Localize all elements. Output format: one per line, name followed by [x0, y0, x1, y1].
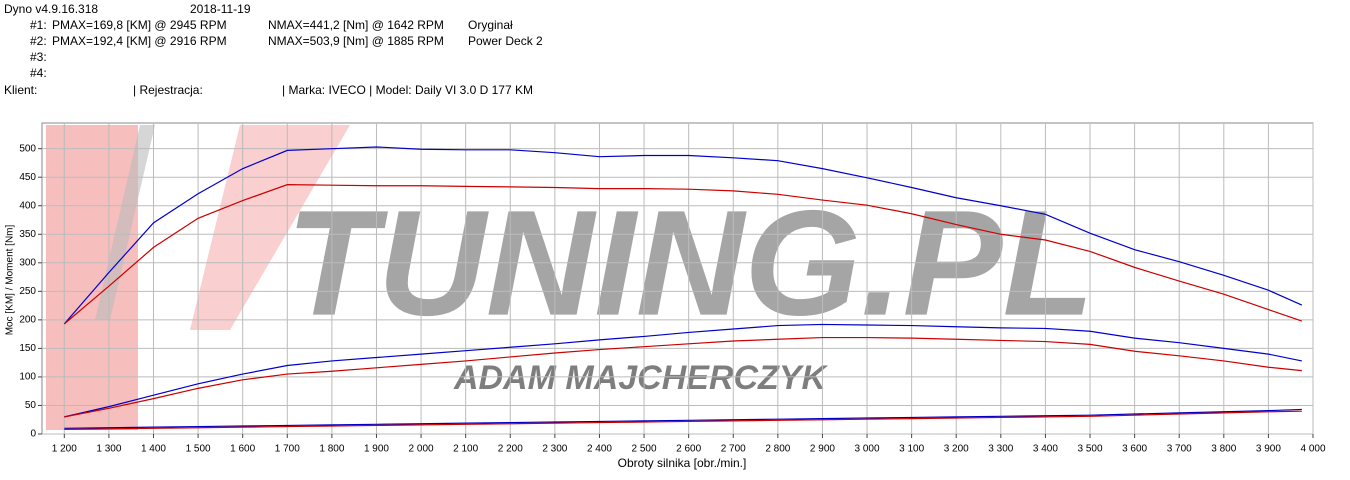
curve — [64, 336, 1302, 418]
x-tick-label: 2 600 — [676, 444, 701, 455]
run-id: #1: — [30, 18, 47, 32]
x-tick-label: 1 300 — [96, 444, 121, 455]
y-tick-label: 250 — [19, 286, 36, 297]
vehicle: | Marka: IVECO | Model: Daily VI 3.0 D 1… — [282, 83, 533, 97]
watermark-author: ADAM MAJCHERCZYK — [453, 359, 829, 397]
y-tick-label: 350 — [19, 229, 36, 240]
run-pmax: PMAX=192,4 [KM] @ 2916 RPM — [52, 34, 227, 48]
x-tick-label: 1 800 — [319, 444, 344, 455]
run-nmax: NMAX=441,2 [Nm] @ 1642 RPM — [268, 18, 444, 32]
y-tick-label: 0 — [30, 429, 36, 440]
x-tick-label: 3 600 — [1122, 444, 1147, 455]
curve — [63, 184, 1303, 325]
x-axis-title: Obroty silnika [obr./min.] — [618, 456, 747, 470]
y-tick-label: 300 — [19, 257, 36, 268]
y-tick-label: 150 — [19, 343, 36, 354]
run-pmax: PMAX=169,8 [KM] @ 2945 RPM — [52, 18, 227, 32]
run-name: Oryginał — [468, 18, 513, 32]
registration: | Rejestracja: — [133, 83, 203, 97]
x-tick-label: 3 200 — [944, 444, 969, 455]
x-tick-label: 2 400 — [587, 444, 612, 455]
run-nmax: NMAX=503,9 [Nm] @ 1885 RPM — [268, 34, 444, 48]
x-tick-label: 3 900 — [1256, 444, 1281, 455]
x-tick-label: 3 300 — [988, 444, 1013, 455]
curve — [64, 408, 1302, 429]
x-tick-label: 2 200 — [498, 444, 523, 455]
x-tick-label: 2 300 — [542, 444, 567, 455]
x-tick-label: 1 700 — [275, 444, 300, 455]
x-tick-label: 1 200 — [52, 444, 77, 455]
x-tick-label: 2 900 — [810, 444, 835, 455]
run-id: #2: — [30, 34, 47, 48]
x-tick-label: 1 900 — [364, 444, 389, 455]
y-tick-label: 400 — [19, 200, 36, 211]
y-tick-label: 50 — [25, 400, 37, 411]
y-tick-label: 200 — [19, 315, 36, 326]
y-tick-label: 500 — [19, 143, 36, 154]
curve — [64, 410, 1302, 431]
x-tick-label: 2 000 — [409, 444, 434, 455]
x-tick-label: 1 600 — [230, 444, 255, 455]
x-tick-label: 2 700 — [721, 444, 746, 455]
x-tick-label: 4 000 — [1300, 444, 1325, 455]
x-tick-label: 2 500 — [632, 444, 657, 455]
x-tick-label: 3 400 — [1033, 444, 1058, 455]
curve — [63, 146, 1303, 325]
run-id: #3: — [30, 50, 47, 64]
y-axis-title: Moc [KM] / Moment [Nm] — [5, 224, 16, 335]
y-tick-label: 100 — [19, 372, 36, 383]
date: 2018-11-19 — [190, 2, 251, 16]
x-tick-label: 3 100 — [899, 444, 924, 455]
run-id: #4: — [30, 66, 47, 80]
client: Klient: — [4, 83, 37, 97]
x-tick-label: 3 000 — [855, 444, 880, 455]
curve — [64, 323, 1302, 418]
x-tick-label: 3 700 — [1167, 444, 1192, 455]
app-version: Dyno v4.9.16.318 — [4, 2, 98, 16]
x-tick-label: 3 500 — [1078, 444, 1103, 455]
x-tick-label: 2 800 — [765, 444, 790, 455]
x-tick-label: 1 500 — [186, 444, 211, 455]
y-tick-label: 450 — [19, 172, 36, 183]
x-tick-label: 2 100 — [453, 444, 478, 455]
x-tick-label: 1 400 — [141, 444, 166, 455]
x-tick-label: 3 800 — [1211, 444, 1236, 455]
run-name: Power Deck 2 — [468, 34, 543, 48]
